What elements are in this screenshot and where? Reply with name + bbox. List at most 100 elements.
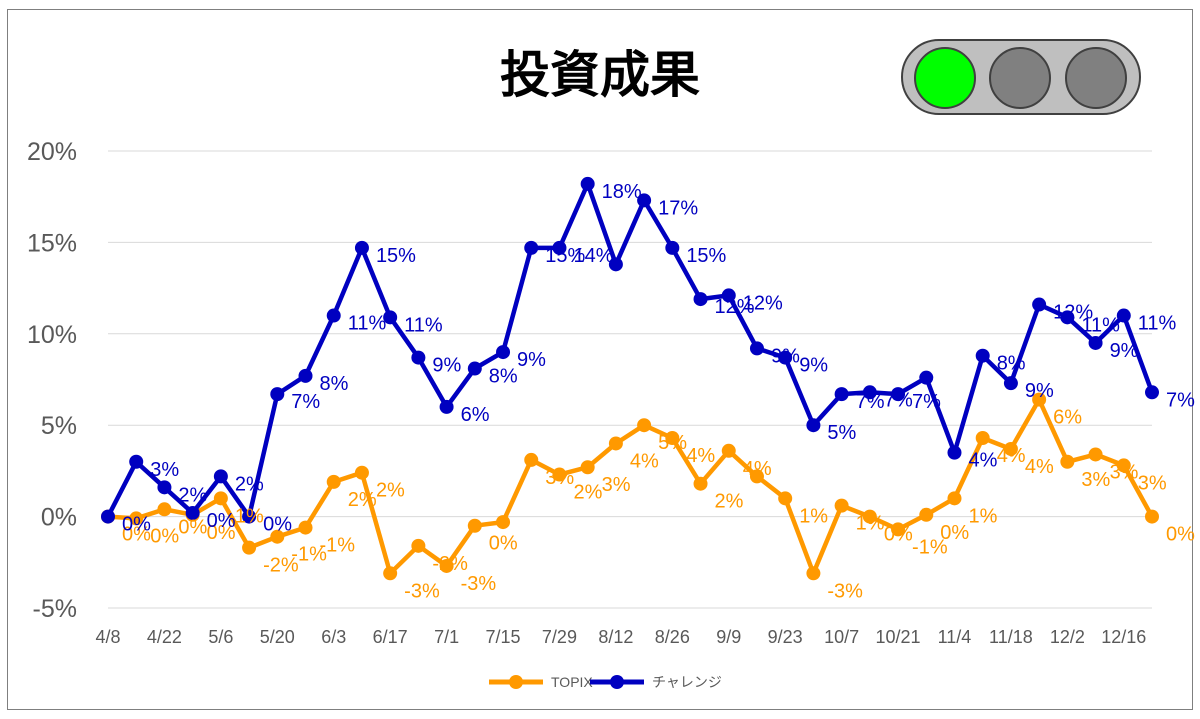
data-point	[354, 465, 369, 480]
data-label: -1%	[912, 536, 948, 558]
data-label: 6%	[1053, 407, 1082, 429]
data-point	[1060, 310, 1075, 325]
grey-lamp	[1065, 47, 1127, 109]
data-point	[213, 469, 228, 484]
data-point	[834, 387, 849, 402]
data-point	[975, 348, 990, 363]
data-label: 3%	[1138, 472, 1167, 494]
data-point	[157, 480, 172, 495]
data-label: 3%	[1081, 469, 1110, 491]
data-label: 4%	[1025, 456, 1054, 478]
data-label: -2%	[263, 555, 299, 577]
data-label: 2%	[178, 484, 207, 506]
data-label: -3%	[461, 573, 497, 595]
data-label: 15%	[686, 245, 726, 267]
x-tick-label: 5/6	[208, 627, 233, 647]
data-label: 0%	[122, 514, 151, 536]
data-label: 11%	[1138, 313, 1177, 335]
legend: TOPIX チャレンジ	[489, 674, 722, 690]
data-label: 14%	[573, 245, 613, 267]
data-point	[778, 491, 793, 506]
series-layer	[101, 176, 1159, 581]
data-label: 2%	[235, 473, 264, 495]
x-tick-label: 7/29	[542, 627, 577, 647]
data-label: 15%	[376, 245, 416, 267]
data-point	[1145, 385, 1159, 400]
data-label: 2%	[715, 491, 744, 513]
x-tick-label: 10/7	[824, 627, 859, 647]
data-point	[891, 387, 906, 402]
data-label: 18%	[602, 181, 642, 203]
data-point	[975, 430, 990, 445]
data-label: 1%	[799, 505, 828, 527]
data-labels: 0% 0% 0% 0%1%-2%-1%-1%2% 2%-3%-2%-3%0%3%2% 3%…	[122, 181, 1195, 602]
legend-challenge-marker	[610, 675, 624, 689]
series-topix	[101, 392, 1159, 581]
data-point	[608, 257, 623, 272]
x-tick-label: 4/8	[95, 627, 120, 647]
data-point	[721, 443, 736, 458]
data-point	[383, 310, 398, 325]
data-point	[862, 385, 877, 400]
data-point	[749, 341, 764, 356]
data-label: 7%	[884, 389, 913, 411]
data-point	[524, 240, 539, 255]
data-point	[806, 566, 821, 581]
data-label: -1%	[320, 535, 356, 557]
x-tick-label: 5/20	[260, 627, 295, 647]
data-label: 15%	[545, 245, 585, 267]
data-label: 0%	[263, 514, 292, 536]
data-point	[270, 387, 285, 402]
data-label: 4%	[997, 445, 1026, 467]
legend-challenge-label: チャレンジ	[652, 674, 722, 690]
data-point	[157, 502, 172, 517]
x-tick-label: 11/18	[989, 627, 1033, 647]
data-point	[1060, 454, 1075, 469]
data-label: 9%	[1110, 340, 1139, 362]
data-point	[608, 436, 623, 451]
data-label: 0%	[884, 524, 913, 546]
data-point	[637, 193, 652, 208]
data-point	[101, 509, 115, 524]
data-label: 1%	[968, 505, 997, 527]
data-label: 4%	[686, 445, 715, 467]
data-point	[919, 370, 934, 385]
data-label: 3%	[150, 459, 179, 481]
data-point	[383, 566, 398, 581]
data-label: 0%	[178, 516, 207, 538]
y-tick-label: -5%	[33, 595, 77, 623]
data-label: 11%	[404, 314, 443, 336]
data-point	[749, 469, 764, 484]
data-label: 9%	[771, 345, 800, 367]
data-point	[326, 474, 341, 489]
data-point	[693, 292, 708, 307]
traffic-light	[901, 39, 1141, 115]
data-point	[1145, 509, 1159, 524]
data-label: 4%	[968, 450, 997, 472]
data-point	[919, 507, 934, 522]
x-tick-label: 8/26	[655, 627, 690, 647]
chart-title: 投資成果	[500, 46, 700, 104]
data-point	[496, 515, 511, 530]
data-label: -1%	[291, 544, 327, 566]
data-point	[411, 538, 426, 553]
data-label: 8%	[997, 353, 1026, 375]
data-label: 2%	[573, 482, 602, 504]
grey-lamp	[989, 47, 1051, 109]
data-label: 11%	[1081, 314, 1120, 336]
data-point	[326, 308, 341, 323]
data-point	[129, 454, 144, 469]
y-axis-ticks: 20% 15% 10% 5% 0% -5%	[27, 138, 77, 623]
data-point	[552, 467, 567, 482]
data-label: 5%	[827, 422, 856, 444]
data-point	[1032, 392, 1047, 407]
x-tick-label: 12/2	[1050, 627, 1085, 647]
x-tick-label: 9/23	[768, 627, 803, 647]
data-label: 2%	[376, 480, 405, 502]
data-label: 8%	[320, 373, 349, 395]
data-label: 0%	[207, 522, 236, 544]
data-point	[270, 529, 285, 544]
data-point	[213, 491, 228, 506]
data-label: 0%	[207, 510, 236, 532]
x-axis-ticks: 4/8 4/22 5/6 5/20 6/3 6/17 7/1 7/15 7/29 8/12 8/26…	[95, 627, 1146, 647]
